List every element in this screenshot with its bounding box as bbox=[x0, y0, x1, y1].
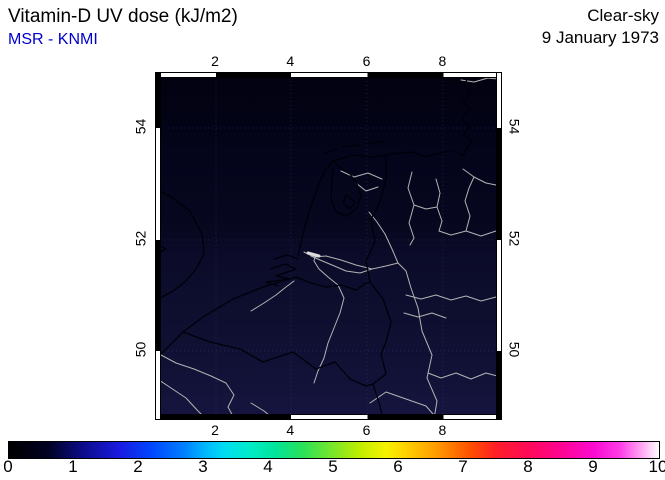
river-scheldt bbox=[250, 280, 295, 312]
river-ijssel bbox=[368, 211, 399, 264]
lake-ijsselmeer bbox=[330, 160, 362, 217]
river-ruhr bbox=[403, 312, 447, 319]
lon-tick-label-bottom: 6 bbox=[362, 422, 371, 438]
lon-tick-label-top: 8 bbox=[438, 53, 447, 69]
border-nl-de bbox=[365, 154, 392, 419]
river-seine bbox=[156, 377, 207, 419]
lat-tick-label-right: 50 bbox=[506, 341, 523, 358]
coast-frisian bbox=[332, 149, 464, 162]
river-network-ne bbox=[464, 176, 475, 232]
lat-tick-label-right: 54 bbox=[506, 118, 523, 135]
river-main bbox=[427, 372, 501, 380]
coastline-border-layer bbox=[156, 75, 473, 419]
lat-tick-label-left: 50 bbox=[132, 341, 149, 358]
wadden-island bbox=[323, 148, 338, 154]
colorbar-tick-label: 8 bbox=[523, 457, 533, 476]
coast-holland bbox=[297, 160, 334, 257]
wadden-island bbox=[366, 141, 383, 144]
lat-tick-label-right: 52 bbox=[506, 230, 523, 247]
river-network-ne bbox=[413, 204, 438, 210]
colorbar-tick-label: 10 bbox=[648, 457, 665, 476]
map-area bbox=[155, 72, 502, 420]
lon-tick-label-bottom: 4 bbox=[286, 422, 295, 438]
wadden-island bbox=[343, 144, 360, 148]
canal bbox=[340, 170, 383, 180]
lat-tick-label-left: 54 bbox=[132, 118, 149, 135]
river-somme bbox=[160, 354, 235, 419]
coast-delta bbox=[273, 254, 299, 260]
river-ems bbox=[407, 171, 415, 246]
lon-tick-label-bottom: 8 bbox=[438, 422, 447, 438]
colorbar bbox=[8, 441, 660, 459]
colorbar-tick-label: 9 bbox=[588, 457, 598, 476]
lon-tick-label-top: 6 bbox=[362, 53, 371, 69]
lat-tick-label-left: 52 bbox=[132, 230, 149, 247]
frame-zebra-right bbox=[496, 73, 501, 419]
river-waal bbox=[310, 255, 373, 274]
colorbar-tick-label: 6 bbox=[393, 457, 403, 476]
lon-tick-label-top: 2 bbox=[211, 53, 219, 69]
page-title: Vitamin-D UV dose (kJ/m2) bbox=[8, 6, 238, 27]
river-meuse bbox=[313, 255, 345, 384]
border-be-nl bbox=[295, 276, 371, 291]
map-canvas bbox=[156, 73, 501, 419]
river-rhine bbox=[303, 251, 438, 419]
frame-zebra-left bbox=[156, 73, 161, 419]
colorbar-tick-label: 2 bbox=[133, 457, 143, 476]
coast-denmark bbox=[461, 75, 473, 157]
river-network-ne bbox=[438, 230, 501, 237]
coast-england bbox=[156, 187, 205, 302]
credit-label: MSR - KNMI bbox=[8, 31, 98, 48]
date-label: 9 January 1973 bbox=[541, 28, 659, 47]
river-weser bbox=[435, 178, 443, 232]
colorbar-tick-label: 1 bbox=[68, 457, 78, 476]
coast-delta bbox=[265, 263, 297, 287]
lon-tick-label-bottom: 2 bbox=[211, 422, 219, 438]
border-be-fr bbox=[182, 331, 374, 387]
coast-gray-ne bbox=[460, 77, 499, 83]
colorbar-tick-label: 5 bbox=[328, 457, 338, 476]
waterway-rotterdam bbox=[306, 251, 321, 258]
colorbar-tick-label: 3 bbox=[198, 457, 208, 476]
condition-label: Clear-sky bbox=[587, 6, 659, 25]
frame-zebra-bottom bbox=[156, 414, 501, 419]
canal bbox=[355, 182, 379, 192]
colorbar-tick-label: 4 bbox=[263, 457, 273, 476]
flevoland bbox=[342, 194, 356, 210]
frame-zebra-top bbox=[156, 73, 501, 78]
river-moselle bbox=[369, 391, 434, 415]
lon-tick-label-top: 4 bbox=[286, 53, 295, 69]
river-lippe bbox=[405, 294, 497, 302]
colorbar-tick-label: 7 bbox=[458, 457, 468, 476]
colorbar-tick-label: 0 bbox=[3, 457, 13, 476]
graticule bbox=[156, 73, 501, 419]
coast-belgium-france bbox=[156, 276, 297, 360]
rivers-layer bbox=[156, 77, 501, 419]
